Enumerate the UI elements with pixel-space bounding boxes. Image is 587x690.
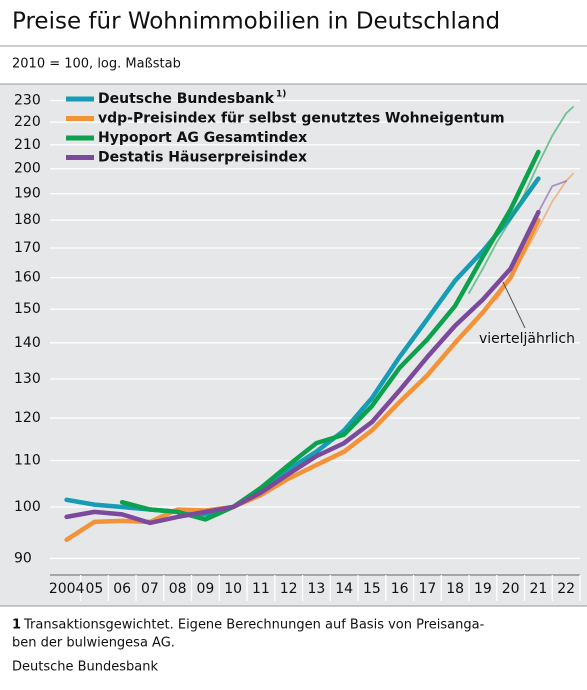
subtitle: 2010 = 100, log. Maßstab <box>12 57 181 72</box>
x-tick-label: 16 <box>391 581 409 597</box>
x-tick-label: 22 <box>557 581 575 597</box>
x-tick-label: 20 <box>502 581 520 597</box>
y-tick-label: 110 <box>14 453 41 469</box>
footnote-text: Transaktionsgewichtet. Eigene Berechnung… <box>23 618 485 633</box>
y-tick-label: 100 <box>14 499 41 515</box>
x-tick-label: 09 <box>196 581 214 597</box>
legend-label: vdp-Preisindex für selbst genutztes Wohn… <box>98 111 505 127</box>
x-tick-label: 05 <box>85 581 103 597</box>
x-tick-label: 13 <box>307 581 325 597</box>
x-tick-label: 17 <box>418 581 436 597</box>
legend-label: Hypoport AG Gesamtindex <box>98 130 307 146</box>
x-tick-label: 07 <box>141 581 159 597</box>
y-tick-label: 190 <box>14 186 41 202</box>
y-tick-label: 140 <box>14 335 41 351</box>
plot-background <box>0 84 587 606</box>
y-tick-label: 170 <box>14 240 41 256</box>
x-tick-label: 10 <box>224 581 242 597</box>
y-tick-label: 90 <box>14 550 32 566</box>
y-tick-label: 160 <box>14 270 41 286</box>
y-tick-label: 120 <box>14 410 41 426</box>
x-tick-label: 06 <box>113 581 131 597</box>
series-line <box>64 209 541 526</box>
annotation: vierteljährlich <box>479 331 575 347</box>
legend-footnote-ref: 1) <box>276 90 286 100</box>
y-tick-label: 130 <box>14 371 41 387</box>
x-tick-label: 14 <box>335 581 353 597</box>
y-tick-label: 200 <box>14 161 41 177</box>
x-tick-label: 08 <box>169 581 187 597</box>
annotation-leader <box>502 281 526 329</box>
source: Deutsche Bundesbank <box>12 660 159 675</box>
y-tick-label: 210 <box>14 137 41 153</box>
x-tick-label: 15 <box>363 581 381 597</box>
legend-label: Destatis Häuserpreisindex <box>98 150 307 166</box>
chart-title: Preise für Wohnimmobilien in Deutschland <box>12 9 500 35</box>
footnote-text: ben der bulwiengesa AG. <box>12 636 175 651</box>
plot: 90 100 110 120 130 140 150 160 170 180 190 200 210 22… <box>14 90 581 601</box>
x-tick-label: 19 <box>474 581 492 597</box>
y-tick-label: 230 <box>14 92 41 108</box>
y-tick-label: 150 <box>14 301 41 317</box>
x-tick-label: 21 <box>529 581 547 597</box>
x-tick-label: 18 <box>446 581 464 597</box>
quarterly-line <box>468 106 574 294</box>
legend-label: Deutsche Bundesbank <box>98 91 275 107</box>
x-tick-label: 11 <box>252 581 270 597</box>
y-tick-label: 220 <box>14 114 41 130</box>
x-tick-label: 2004 <box>49 581 85 597</box>
y-tick-label: 180 <box>14 212 41 228</box>
footnote-marker: 1 <box>12 618 21 633</box>
x-tick-label: 12 <box>280 581 298 597</box>
